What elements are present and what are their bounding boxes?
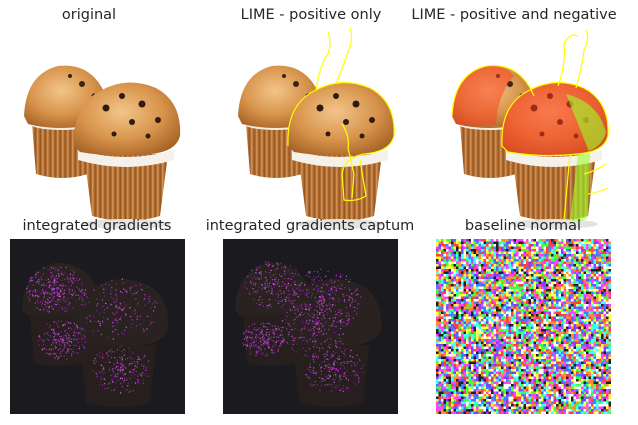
integrated-gradients-captum-image xyxy=(223,239,398,414)
panel-title-lime-pos-neg: LIME - positive and negative xyxy=(411,7,617,23)
baseline-normal-image xyxy=(436,239,611,414)
panel-title-ig-captum: integrated gradients captum xyxy=(205,218,415,234)
panel-title-baseline-normal: baseline normal xyxy=(464,218,582,234)
panel-title-original: original xyxy=(61,7,117,23)
original-image xyxy=(24,65,181,229)
integrated-gradients-image xyxy=(10,239,185,414)
panel-title-integrated-gradients: integrated gradients xyxy=(22,218,172,234)
lime-positive-image xyxy=(238,27,395,229)
panel-title-lime-positive: LIME - positive only xyxy=(240,7,382,23)
lime-pos-neg-image xyxy=(451,29,609,229)
